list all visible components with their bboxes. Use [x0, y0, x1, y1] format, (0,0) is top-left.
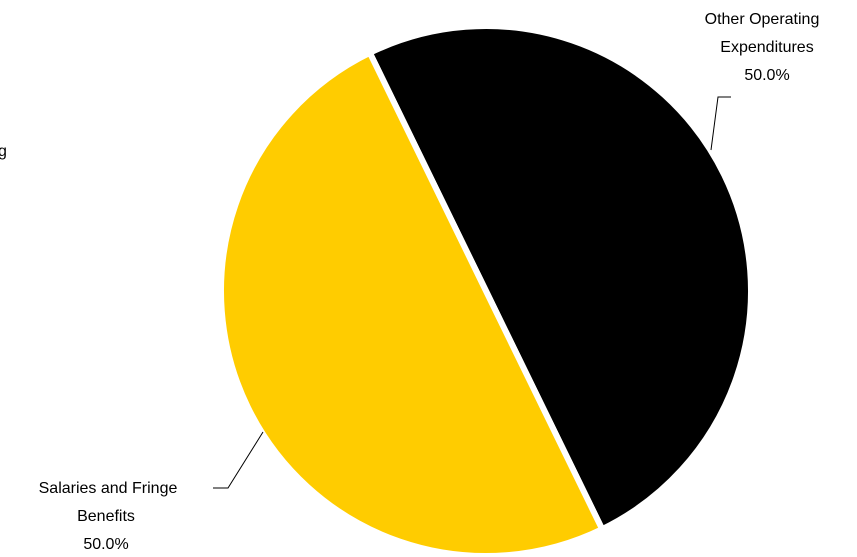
- slice-percent-label: 50.0%: [83, 536, 128, 553]
- slice-label-line-2: Expenditures: [720, 39, 813, 56]
- slice-label-line-1: Other Operating: [705, 11, 820, 28]
- pie-slice-other-operating: [366, 23, 754, 533]
- clipped-label-fragment: g: [0, 143, 7, 160]
- slice-label-other-operating: Other Operating Expenditures 50.0%: [705, 11, 820, 84]
- slice-percent-label: 50.0%: [744, 67, 789, 84]
- pie-slice-salaries: [218, 49, 606, 557]
- slice-label-line-2: Benefits: [77, 508, 135, 525]
- slice-label-line-1: Salaries and Fringe: [39, 480, 178, 497]
- leader-line-other-operating: [710, 96, 731, 151]
- slice-label-salaries: Salaries and Fringe Benefits 50.0%: [39, 480, 178, 553]
- pie-slices: [218, 23, 754, 557]
- leader-line-salaries: [213, 431, 264, 489]
